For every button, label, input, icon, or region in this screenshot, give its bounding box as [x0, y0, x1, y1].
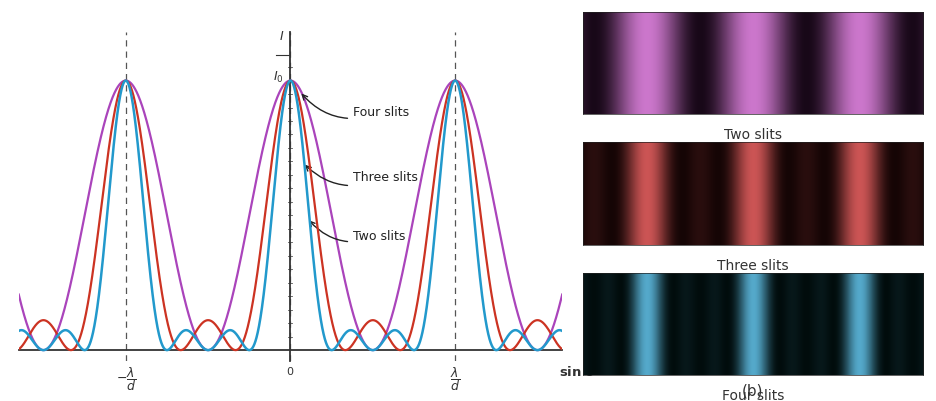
- Text: Two slits: Two slits: [310, 221, 405, 243]
- Text: Two slits: Two slits: [724, 128, 781, 142]
- Text: $I_0$: $I_0$: [273, 70, 284, 85]
- Text: $\dfrac{\lambda}{d}$: $\dfrac{\lambda}{d}$: [449, 365, 460, 393]
- Text: (b): (b): [741, 384, 763, 399]
- Text: Three slits: Three slits: [306, 166, 417, 185]
- Text: $-\dfrac{\lambda}{d}$: $-\dfrac{\lambda}{d}$: [115, 365, 136, 393]
- Text: $0$: $0$: [286, 365, 294, 377]
- Text: Three slits: Three slits: [716, 259, 788, 273]
- Text: $I$: $I$: [278, 30, 284, 43]
- Text: Four slits: Four slits: [302, 95, 409, 119]
- Text: $\mathbf{sin}\ \boldsymbol{\theta}$: $\mathbf{sin}\ \boldsymbol{\theta}$: [558, 365, 595, 379]
- Text: Four slits: Four slits: [721, 389, 783, 401]
